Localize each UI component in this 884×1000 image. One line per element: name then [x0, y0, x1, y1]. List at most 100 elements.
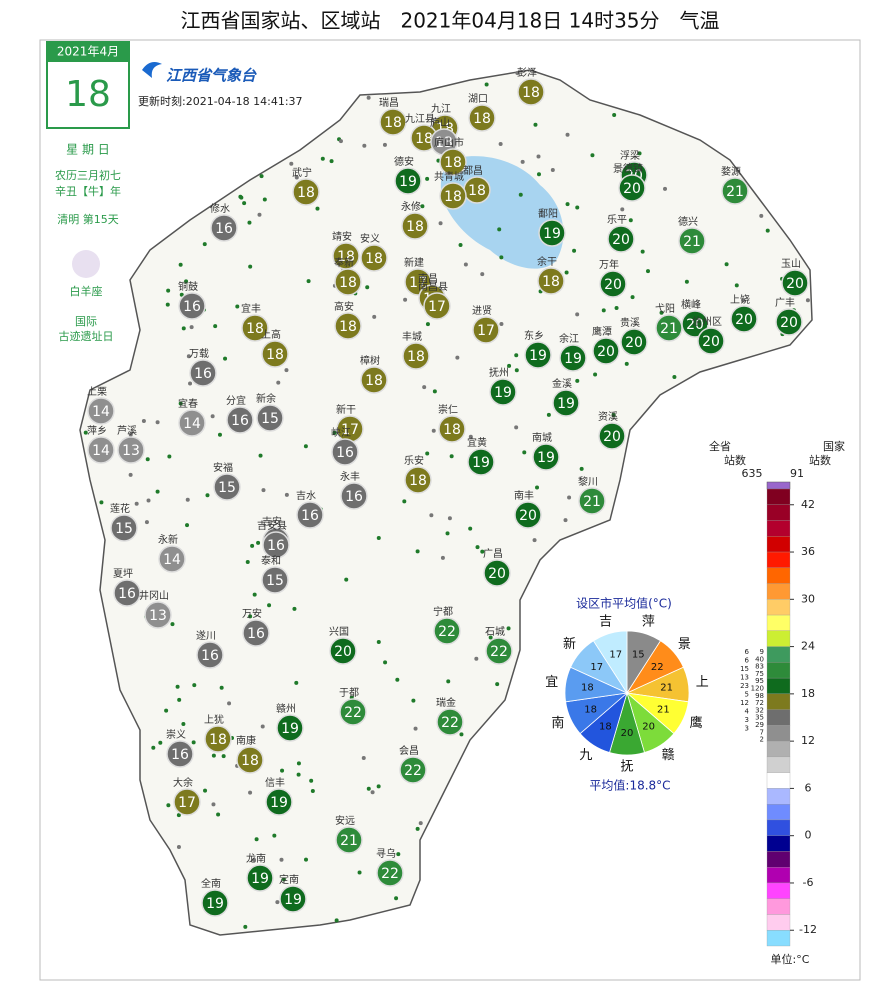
province-count: 2 — [760, 736, 764, 744]
legend-tick-label: 30 — [801, 592, 815, 605]
small-station-dot — [221, 754, 226, 759]
station-name: 莲花 — [110, 502, 130, 515]
small-station-dot — [532, 538, 537, 543]
calendar-month: 2021年4月 — [57, 45, 119, 59]
station-value: 19 — [284, 892, 302, 908]
small-station-dot — [170, 622, 175, 627]
station-value: 17 — [341, 422, 359, 438]
small-station-dot — [261, 488, 266, 493]
small-station-dot — [211, 802, 216, 807]
station-name: 新干 — [336, 403, 356, 416]
station-marker — [618, 174, 646, 202]
small-station-dot — [765, 228, 770, 233]
station-name: 万安 — [242, 607, 262, 620]
legend-top-cell — [766, 481, 791, 490]
small-station-dot — [420, 204, 425, 209]
station-value: 19 — [472, 455, 490, 471]
small-station-dot — [272, 833, 277, 838]
station-name: 德兴 — [678, 215, 698, 228]
station-value: 20 — [488, 566, 506, 582]
small-station-dot — [480, 549, 485, 554]
small-station-dot — [259, 174, 264, 179]
small-station-dot — [178, 401, 183, 406]
legend-band — [766, 709, 791, 726]
station-marker — [468, 104, 496, 132]
legend-header: 全省 — [709, 439, 731, 453]
pie-label: 吉 — [599, 614, 612, 629]
station-marker — [537, 267, 565, 295]
station-name: 浮梁 — [620, 149, 640, 162]
small-station-dot — [166, 803, 171, 808]
legend-band — [766, 614, 791, 631]
station-value: 20 — [519, 508, 537, 524]
station-name: 吉水 — [296, 490, 316, 502]
legend-band — [766, 804, 791, 821]
small-station-dot — [164, 708, 169, 713]
small-station-dot — [518, 192, 523, 197]
small-station-dot — [411, 698, 416, 703]
small-station-dot — [514, 368, 519, 373]
small-station-dot — [315, 206, 320, 211]
station-value: 19 — [557, 396, 575, 412]
station-value: 15 — [115, 521, 133, 537]
station-marker — [472, 316, 500, 344]
small-station-dot — [128, 472, 133, 477]
small-station-dot — [248, 614, 253, 619]
pie-label: 新 — [563, 636, 576, 652]
station-name: 永丰 — [340, 470, 360, 483]
station-value: 20 — [597, 344, 615, 360]
small-station-dot — [310, 788, 315, 793]
small-station-dot — [535, 485, 540, 490]
station-value: 18 — [522, 85, 540, 101]
station-value: 18 — [339, 319, 357, 335]
small-station-dot — [372, 314, 377, 319]
station-name: 南昌 — [418, 272, 438, 285]
festival: 国际 — [75, 315, 97, 328]
station-value: 16 — [301, 508, 319, 524]
national-count: 13 — [740, 674, 749, 682]
station-name: 石城 — [485, 626, 505, 638]
pie-value: 18 — [581, 682, 594, 693]
legend-tick-label: 36 — [801, 545, 815, 558]
station-name: 广丰 — [775, 296, 795, 309]
small-station-dot — [338, 139, 343, 144]
station-value: 17 — [428, 299, 446, 315]
small-station-dot — [188, 381, 193, 386]
station-value: 13 — [435, 135, 453, 151]
station-value: 18 — [365, 251, 383, 267]
legend-band — [766, 630, 791, 647]
lunar-year: 辛丑【牛】年 — [55, 184, 121, 198]
station-value: 18 — [246, 321, 264, 337]
legend-band — [766, 677, 791, 695]
station-marker — [173, 788, 201, 816]
pie-value: 17 — [590, 662, 603, 673]
station-value: 14 — [183, 416, 201, 432]
station-value: 16 — [183, 299, 201, 315]
station-marker — [226, 406, 254, 434]
station-marker — [485, 637, 513, 665]
station-name: 瑞昌 — [379, 97, 399, 109]
legend-header: 国家 — [823, 439, 845, 453]
small-station-dot — [252, 592, 257, 597]
zodiac: 白羊座 — [70, 284, 103, 298]
station-marker — [379, 108, 407, 136]
small-station-dot — [243, 924, 248, 929]
small-station-dot — [158, 740, 163, 745]
station-name: 吉安县 — [257, 519, 287, 532]
station-value: 18 — [406, 219, 424, 235]
pie-slice — [592, 630, 628, 695]
station-name: 铜鼓 — [178, 280, 198, 293]
station-value: 20 — [625, 335, 643, 351]
small-station-dot — [672, 374, 677, 379]
station-value: 18 — [444, 155, 462, 171]
small-station-dot — [329, 159, 334, 164]
pie-value: 17 — [609, 650, 622, 661]
station-name: 宁都 — [433, 605, 453, 618]
legend-header: 站数 — [724, 453, 746, 467]
station-marker — [538, 219, 566, 247]
small-station-dot — [458, 242, 463, 247]
station-name: 庐山市 — [434, 136, 464, 149]
station-marker — [376, 859, 404, 887]
station-name: 武宁 — [292, 166, 312, 179]
legend-band — [766, 930, 791, 947]
